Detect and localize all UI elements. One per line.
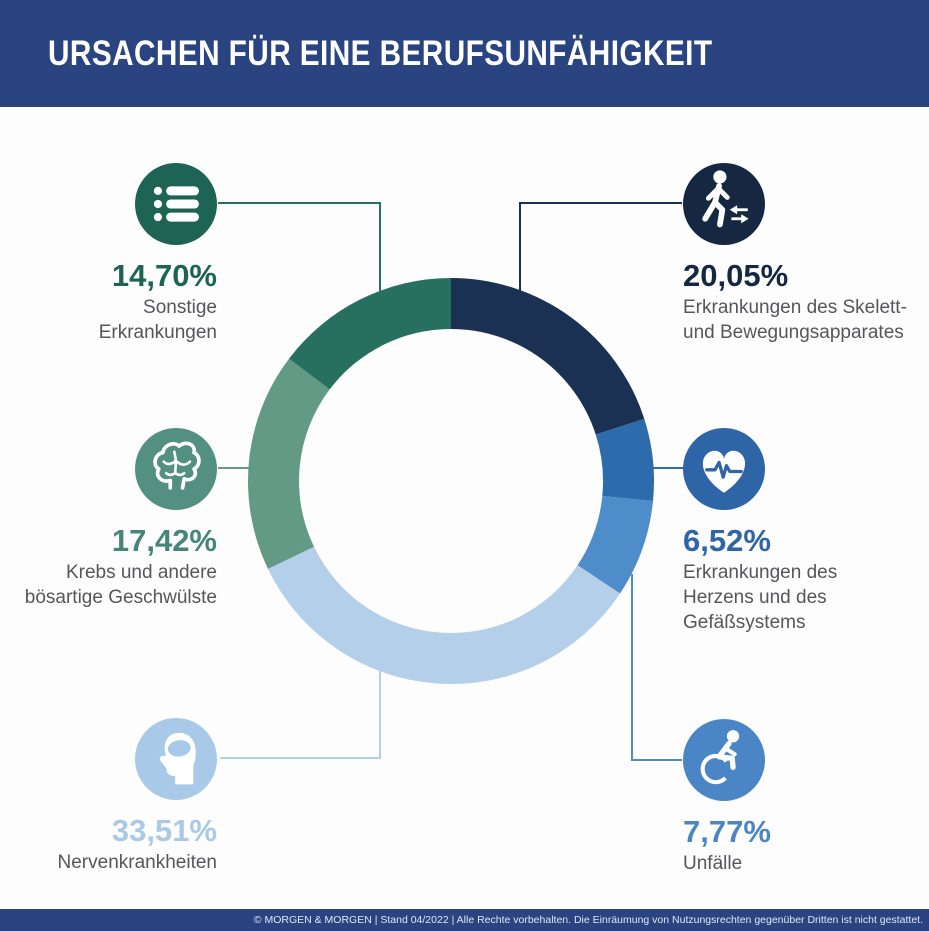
percentage-herz: 6,52% bbox=[683, 523, 771, 558]
donut-segment-sonstige bbox=[289, 278, 451, 390]
label-sonstige: Sonstige Erkrankungen bbox=[98, 297, 217, 344]
connector-line-nerven bbox=[220, 671, 381, 759]
label-krebs: Krebs und andere bösartige Geschwülste bbox=[24, 562, 217, 609]
donut-segment-krebs bbox=[247, 358, 330, 569]
footer-text: © MORGEN & MORGEN | Stand 04/2022 | Alle… bbox=[253, 914, 923, 926]
callout-nervenkrankheiten: 33,51% Nervenkrankheiten bbox=[0, 718, 217, 875]
connector-line-unfaelle bbox=[631, 574, 682, 761]
heart-pulse-icon bbox=[683, 428, 765, 510]
brain-icon bbox=[135, 428, 217, 510]
label-unfaelle: Unfälle bbox=[683, 853, 743, 874]
list-icon bbox=[135, 163, 217, 245]
header-banner: URSACHEN FÜR EINE BERUFSUNFÄHIGKEIT bbox=[0, 0, 929, 107]
percentage-skelett: 20,05% bbox=[683, 258, 789, 293]
head-profile-icon bbox=[135, 718, 217, 800]
wheelchair-icon bbox=[683, 719, 765, 801]
connector-line-sonstige bbox=[218, 202, 381, 291]
walking-person-icon bbox=[683, 163, 765, 245]
donut-segment-skelett bbox=[451, 277, 645, 435]
percentage-krebs: 17,42% bbox=[111, 523, 217, 558]
callout-krebs: 17,42% Krebs und andere bösartige Geschw… bbox=[0, 428, 217, 610]
donut-segment-nerven bbox=[268, 546, 620, 685]
footer-bar: © MORGEN & MORGEN | Stand 04/2022 | Alle… bbox=[0, 909, 929, 931]
label-nervenkrankheiten: Nervenkrankheiten bbox=[57, 852, 217, 873]
label-skelett: Erkrankungen des Skelett- und Bewegungsa… bbox=[683, 297, 907, 344]
label-herz: Erkrankungen des Herzens und des Gefäßsy… bbox=[683, 562, 838, 634]
connector-line-skelett bbox=[519, 202, 682, 291]
callout-skelett: 20,05% Erkrankungen des Skelett- und Bew… bbox=[683, 163, 929, 345]
percentage-nervenkrankheiten: 33,51% bbox=[111, 813, 217, 848]
page-title: URSACHEN FÜR EINE BERUFSUNFÄHIGKEIT bbox=[48, 33, 713, 73]
callout-unfaelle: 7,77% Unfälle bbox=[683, 719, 929, 876]
donut-segment-unfaelle bbox=[577, 496, 653, 594]
callout-sonstige-erkrankungen: 14,70% Sonstige Erkrankungen bbox=[0, 163, 217, 345]
callout-herz: 6,52% Erkrankungen des Herzens und des G… bbox=[683, 428, 929, 635]
percentage-unfaelle: 7,77% bbox=[683, 814, 771, 849]
percentage-sonstige: 14,70% bbox=[111, 258, 217, 293]
donut-segment-herz bbox=[595, 418, 655, 502]
